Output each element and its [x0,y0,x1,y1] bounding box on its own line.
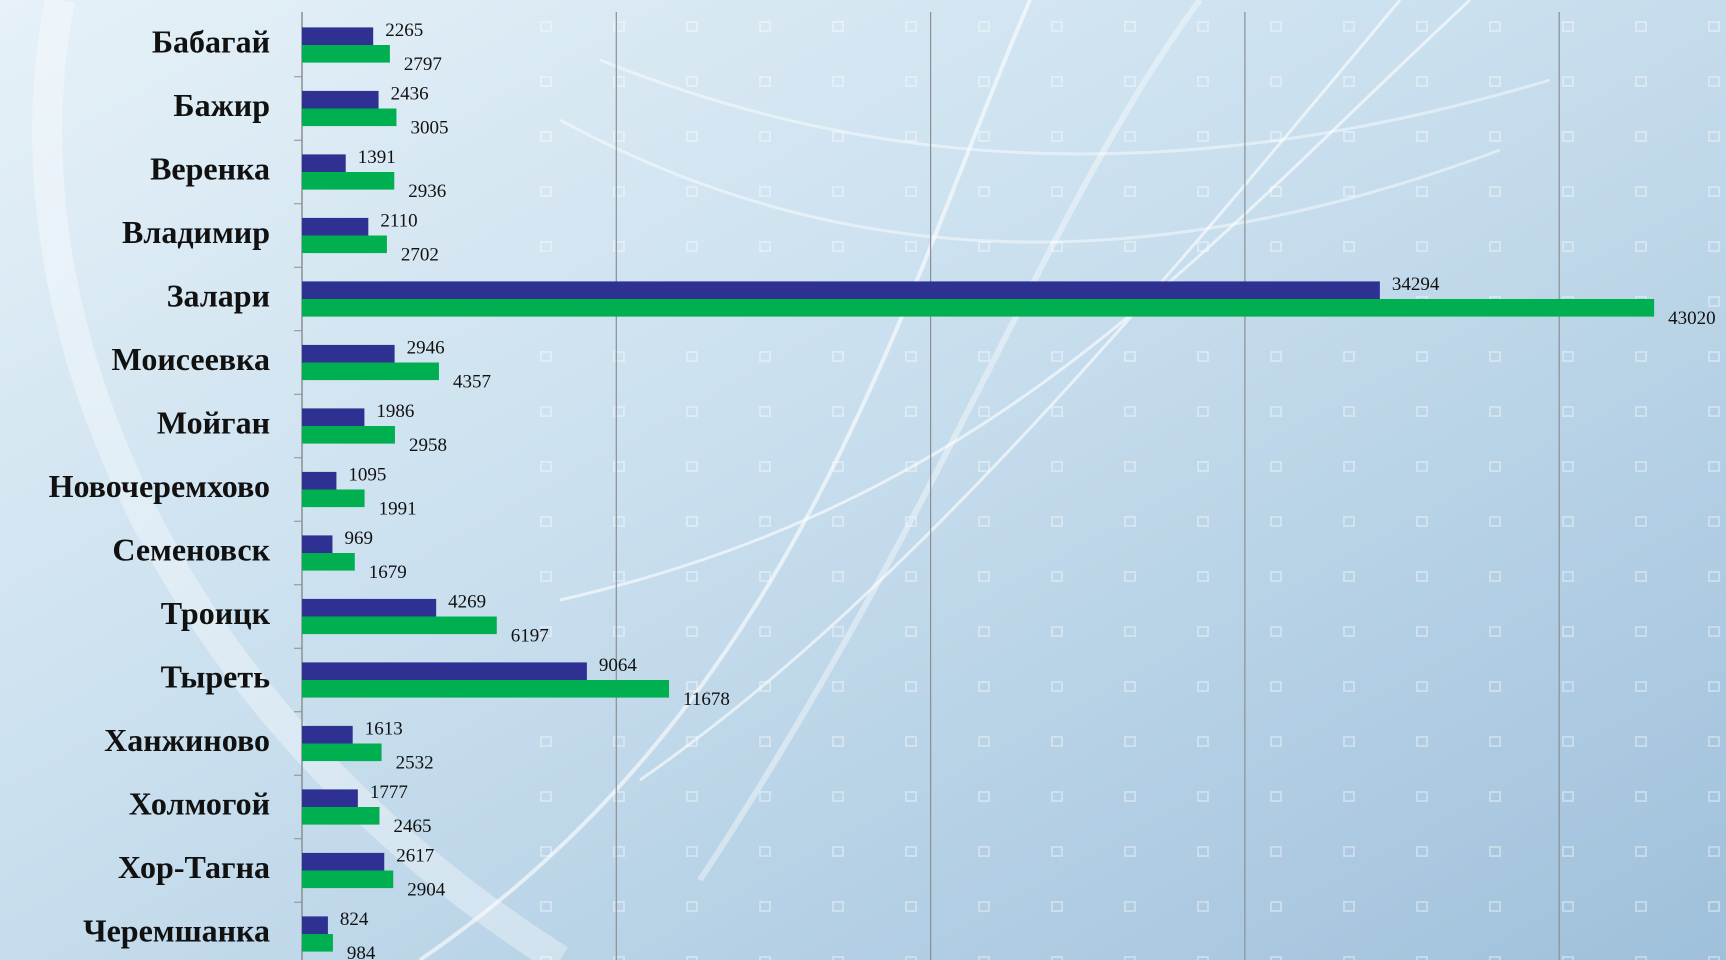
category-label: Семеновск [112,531,270,567]
bar [302,471,337,490]
bar [302,725,353,744]
bar [302,344,395,363]
value-label: 4357 [453,371,491,392]
value-label: 43020 [1668,308,1716,329]
value-label: 4269 [448,591,486,612]
bar [302,281,1380,299]
value-label: 2946 [407,337,445,358]
bar [302,535,333,553]
value-label: 1613 [365,718,403,739]
value-label: 2465 [393,816,431,837]
value-label: 1991 [379,498,417,519]
value-label: 1777 [370,782,408,803]
value-label: 1391 [358,147,396,168]
bar [302,489,365,508]
bar [302,408,365,426]
bar [302,45,390,63]
value-label: 969 [344,528,373,549]
category-label: Хор-Тагна [118,849,270,885]
bar [302,743,382,762]
value-label: 2904 [407,879,446,900]
value-label: 2110 [380,210,417,231]
category-label: Бабагай [152,23,270,59]
category-label: Моисеевка [112,341,270,377]
bar [302,916,328,934]
value-label: 2436 [391,83,429,104]
category-label: Холмогой [129,785,270,821]
bar [302,362,439,381]
background-pattern [480,0,1726,960]
category-label: Новочеремхово [49,468,270,504]
bar [302,616,497,635]
value-label: 1679 [369,562,407,583]
category-label: Владимир [122,214,270,250]
bar [302,598,437,617]
bar [302,172,395,190]
value-label: 9064 [599,655,638,676]
background-swooshes [32,0,1551,960]
value-label: 34294 [1392,274,1440,295]
bar [302,789,358,807]
category-label: Троицк [161,595,271,631]
category-label: Ханжиново [104,722,270,758]
value-label: 824 [340,909,369,930]
value-label: 1095 [348,464,386,485]
value-label: 984 [347,943,376,960]
bar [302,807,380,825]
bar [302,90,379,109]
category-label: Черемшанка [83,912,270,948]
bar [302,934,333,952]
category-label: Тыреть [161,658,270,694]
value-label: 11678 [683,689,730,710]
bar [302,870,394,889]
category-label: Мойган [157,404,270,440]
value-label: 2265 [385,20,423,41]
category-label: Бажир [173,87,270,123]
value-label: 3005 [410,117,448,138]
bar [302,680,670,698]
bar [302,27,374,45]
bar [302,299,1655,317]
value-label: 2617 [396,845,434,866]
bar [302,217,369,236]
value-label: 2532 [396,752,434,773]
value-label: 2797 [404,54,442,75]
bar [302,235,387,254]
plot-area: Бабагай 2265 2797 Бажир 2436 3005 Веренка 1391 2… [49,12,1716,960]
category-label: Веренка [150,150,270,186]
bar [302,852,385,871]
category-label: Залари [167,277,270,313]
value-label: 6197 [511,625,549,646]
bar [302,426,395,444]
bar [302,662,587,680]
bar [302,553,355,571]
value-label: 2702 [401,244,439,265]
bar [302,108,397,127]
bar [302,154,346,172]
value-label: 2958 [409,435,447,456]
value-label: 1986 [376,401,414,422]
value-label: 2936 [408,181,446,202]
